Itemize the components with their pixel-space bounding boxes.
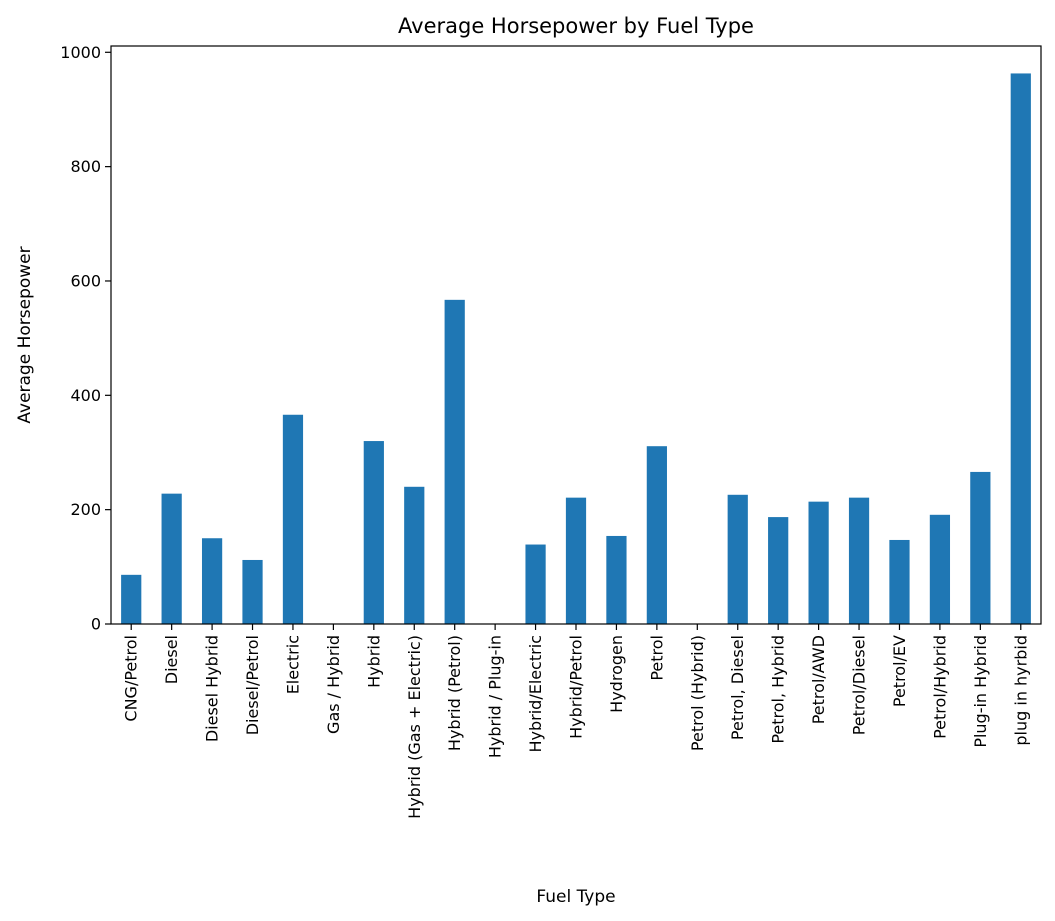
bar-hydrogen [606,535,627,624]
bar-hybrid-electric [525,544,546,624]
bar-petrol-hybrid [768,517,789,624]
x-tick-label: Hybrid (Petrol) [445,635,464,751]
plot-frame [110,45,1042,625]
bar-diesel-hybrid [201,538,223,624]
x-tick-label: Electric [283,635,302,694]
bar-diesel-petrol [242,559,263,624]
bar-petrol-ev [889,539,910,624]
bar-petrol-diesel [848,497,870,624]
x-tick-label: CNG/Petrol [122,635,141,722]
bar-hybrid [363,441,384,624]
x-tick-label: Hybrid (Gas + Electric) [405,635,424,819]
x-tick-label: Petrol, Diesel [728,635,747,740]
y-axis: 0 200 400 600 800 1000 [60,43,111,634]
bar-petrol [646,446,667,624]
x-tick-label: Petrol/Hybrid [930,635,949,739]
x-tick-label: Diesel Hybrid [203,635,222,742]
x-tick-label: Petrol/AWD [809,635,828,724]
bar-plug-in-hyrbid [1010,73,1031,624]
bar-petrol-diesel [727,494,748,624]
x-tick-label: Diesel/Petrol [243,635,262,735]
bar-electric [282,414,304,624]
x-tick-label: Plug-in Hybrid [971,635,990,748]
bar-hybrid-petrol [565,497,587,624]
x-tick-label: Petrol/Diesel [850,635,869,735]
x-axis-label: Fuel Type [536,887,615,907]
bar-plug-in-hybrid [970,471,991,624]
bars-group [121,73,1031,624]
y-tick-label: 1000 [60,43,101,62]
y-tick-label: 200 [70,500,101,519]
x-tick-label: Petrol, Hybrid [769,635,788,744]
y-tick-label: 0 [91,615,101,634]
x-tick-label: Hybrid/Petrol [567,635,586,739]
bar-hybrid-gas-electric [404,486,425,624]
y-tick-label: 800 [70,157,101,176]
x-tick-label: Hybrid [364,635,383,688]
bar-petrol-hybrid [929,514,951,624]
x-tick-label: Hybrid/Electric [526,635,545,753]
x-tick-label: plug in hyrbid [1011,635,1030,746]
bar-cng-petrol [121,574,142,624]
x-tick-label: Hybrid / Plug-in [486,635,505,758]
x-axis: CNG/Petrol Diesel Diesel Hybrid Diesel/Petr… [122,624,1030,819]
x-tick-label: Gas / Hybrid [324,635,343,734]
bar-petrol-awd [808,501,829,624]
y-axis-label: Average Horsepower [15,246,35,423]
x-tick-label: Petrol (Hybrid) [688,635,707,751]
chart-title: Average Horsepower by Fuel Type [398,14,754,38]
x-tick-label: Petrol/EV [890,635,909,707]
x-tick-label: Diesel [162,635,181,684]
bar-diesel [161,493,182,624]
y-tick-label: 400 [70,386,101,405]
x-tick-label: Hydrogen [607,635,626,713]
bar-hybrid-petrol [444,299,465,624]
y-tick-label: 600 [70,271,101,290]
x-tick-label: Petrol [647,635,666,681]
